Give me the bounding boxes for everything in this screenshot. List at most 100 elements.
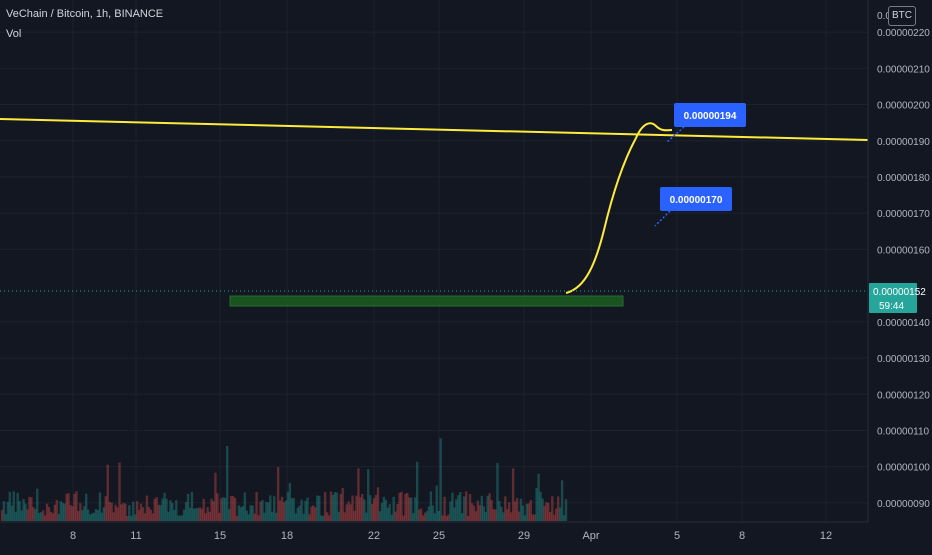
volume-bar	[186, 493, 190, 521]
volume-bar	[490, 499, 493, 521]
volume-bar	[318, 495, 321, 521]
volume-bar	[169, 500, 172, 521]
volume-bar	[218, 512, 221, 521]
volume-bar	[488, 493, 491, 521]
volume-bar	[564, 499, 568, 521]
volume-bar	[173, 509, 176, 521]
volume-bar	[421, 515, 425, 521]
volume-bar	[190, 491, 194, 521]
volume-bar	[370, 503, 374, 521]
time-tick-label: 18	[281, 530, 293, 542]
grid	[0, 0, 868, 522]
symbol-title[interactable]: VeChain / Bitcoin, 1h, BINANCE	[6, 8, 164, 20]
volume-bar	[451, 492, 454, 521]
volume-bar	[367, 469, 370, 521]
price-callout[interactable]: 0.00000194	[666, 103, 746, 143]
volume-bar	[130, 515, 133, 521]
volume-bar	[339, 493, 342, 521]
drawings[interactable]	[0, 118, 869, 294]
trendline	[0, 118, 869, 141]
volume-bar	[163, 492, 166, 521]
volume-bar	[470, 503, 474, 521]
volume-bar	[43, 515, 47, 521]
volume-bar	[276, 467, 280, 521]
volume-bar	[457, 495, 460, 521]
volume-bar	[202, 498, 205, 521]
volume-bar	[423, 512, 427, 521]
volume-bar	[255, 491, 258, 521]
volume-bar	[331, 494, 335, 521]
volume-bar	[341, 488, 344, 521]
volume-bar	[355, 495, 358, 521]
volume-bar	[10, 505, 13, 521]
volume-bar	[133, 514, 137, 521]
annotations[interactable]: 0.00000194 0.00000170	[654, 103, 746, 227]
volume-bar	[184, 501, 188, 521]
volume-bar	[200, 508, 203, 521]
volume-bar	[122, 502, 125, 521]
volume-bar	[555, 508, 558, 521]
volume-bar	[562, 515, 566, 521]
volume-bar	[12, 491, 15, 521]
volume-bar	[177, 515, 180, 521]
volume-bar	[271, 511, 274, 521]
price-callout[interactable]: 0.00000170	[654, 187, 732, 227]
volume-bar	[30, 497, 33, 521]
volume-bar	[284, 500, 288, 521]
volume-bar	[235, 515, 239, 521]
volume-bar	[92, 512, 96, 521]
volume-bar	[182, 509, 186, 521]
volume-bar	[71, 506, 74, 521]
volume-bar	[410, 497, 413, 521]
volume-bar	[188, 507, 192, 521]
volume-bar	[53, 504, 57, 521]
price-tick-label: 0.00000110	[877, 426, 930, 437]
volume-bar	[462, 496, 466, 521]
volume-bar	[419, 508, 423, 521]
volume-bar	[515, 497, 519, 521]
volume-bar	[486, 495, 489, 521]
price-tick-label: 0.00000210	[877, 64, 930, 75]
volume-bar	[316, 495, 319, 521]
volume-bar	[100, 512, 104, 521]
volume-bar	[541, 498, 544, 521]
volume-bar	[447, 514, 450, 521]
time-tick-label: 12	[820, 530, 832, 542]
volume-bar	[18, 500, 21, 521]
volume-bar	[361, 493, 364, 521]
volume-bar	[14, 512, 17, 521]
volume-bar	[45, 503, 49, 521]
projection-path	[565, 122, 673, 294]
volume-bar	[47, 507, 51, 521]
time-tick-label: 25	[433, 530, 445, 542]
volume-bar	[269, 495, 272, 521]
currency-badge[interactable]: BTC	[888, 6, 916, 26]
volume-bar	[496, 463, 499, 521]
time-tick-label: 15	[214, 530, 226, 542]
volume-bar	[337, 511, 341, 521]
volume-bar	[443, 496, 446, 521]
volume-bar	[16, 492, 19, 521]
volume-bar	[94, 509, 98, 521]
volume-bar	[206, 506, 209, 521]
volume-bar	[504, 496, 507, 521]
volume-bar	[531, 514, 534, 521]
volume-bar	[372, 498, 376, 521]
volume-bar	[253, 513, 256, 521]
volume-bar	[335, 492, 339, 521]
volume-bar	[494, 509, 497, 521]
time-tick-label: 5	[674, 530, 680, 542]
volume-bar	[500, 506, 503, 521]
volume-bar	[294, 513, 297, 521]
volume-bar	[0, 509, 4, 521]
volume-bar	[502, 512, 505, 521]
volume-bar	[321, 515, 325, 521]
volume-label[interactable]: Vol	[6, 28, 22, 40]
volume-bar	[455, 499, 458, 521]
volume-bar	[363, 499, 366, 521]
volume-bar	[429, 491, 433, 521]
volume-bar	[196, 508, 200, 521]
volume-bar	[67, 493, 70, 521]
